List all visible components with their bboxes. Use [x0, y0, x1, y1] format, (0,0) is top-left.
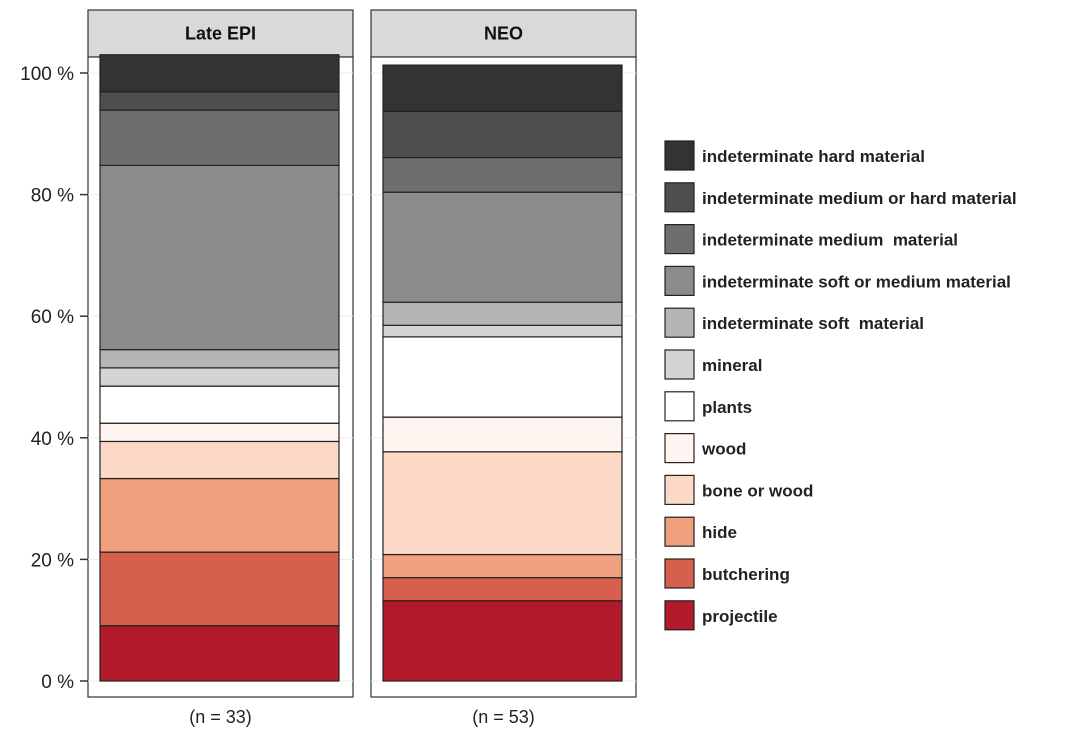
bar-segment-indeterminate-soft-or-medium-material: [99, 164, 340, 351]
legend-swatch: [664, 265, 695, 296]
bar-segment-indeterminate-medium-material: [99, 109, 340, 167]
bar-segment-butchering: [99, 551, 340, 627]
legend-label: indeterminate medium or hard material: [702, 189, 1017, 208]
legend: indeterminate hard material indeterminate…: [664, 140, 1017, 631]
chart-panels: Late EPI (n = 33) NEO (n = 53): [87, 9, 637, 727]
legend-item: butchering: [664, 558, 790, 589]
legend-item: indeterminate hard material: [664, 140, 925, 171]
legend-swatch: [664, 433, 695, 464]
y-tick-label: 40 %: [31, 429, 74, 450]
legend-swatch: [664, 182, 695, 213]
legend-label: mineral: [702, 356, 762, 375]
legend-swatch: [664, 391, 695, 422]
facet-title: Late EPI: [185, 24, 256, 44]
legend-swatch: [664, 140, 695, 171]
legend-swatch: [664, 558, 695, 589]
legend-label: projectile: [702, 607, 778, 626]
bar-segment-butchering: [382, 577, 623, 602]
panel-0: Late EPI (n = 33): [87, 9, 354, 727]
legend-label: indeterminate medium material: [702, 231, 958, 250]
legend-item: projectile: [664, 600, 778, 631]
legend-label: plants: [702, 398, 752, 417]
y-tick-label: 80 %: [31, 186, 74, 207]
legend-item: plants: [664, 391, 752, 422]
legend-swatch: [664, 474, 695, 505]
sample-size-label: (n = 33): [189, 707, 252, 727]
bar-segment-indeterminate-medium-or-hard-material: [382, 110, 623, 159]
legend-swatch: [664, 600, 695, 631]
legend-label: indeterminate soft material: [702, 314, 924, 333]
bar-segment-indeterminate-hard-material: [99, 54, 340, 93]
bar-segment-indeterminate-hard-material: [382, 64, 623, 112]
bar-segment-hide: [99, 477, 340, 553]
y-tick-label: 100 %: [20, 64, 74, 85]
legend-label: bone or wood: [702, 481, 813, 500]
legend-item: mineral: [664, 349, 762, 380]
bar-segment-bone-or-wood: [382, 451, 623, 556]
facet-title: NEO: [484, 24, 523, 44]
legend-swatch: [664, 349, 695, 380]
facet-strip: [370, 9, 637, 58]
legend-item: wood: [664, 433, 746, 464]
legend-item: hide: [664, 516, 737, 547]
y-tick-label: 0 %: [41, 672, 74, 693]
bar-segment-indeterminate-medium-material: [382, 156, 623, 193]
legend-label: wood: [701, 440, 746, 459]
sample-size-label: (n = 53): [472, 707, 535, 727]
bar-segment-plants: [99, 385, 340, 424]
legend-item: indeterminate medium material: [664, 224, 958, 255]
legend-label: butchering: [702, 565, 790, 584]
bar-segment-projectile: [99, 625, 340, 682]
bar-segment-indeterminate-medium-or-hard-material: [99, 91, 340, 111]
legend-swatch: [664, 224, 695, 255]
bar-segment-plants: [382, 336, 623, 418]
bar-segment-bone-or-wood: [99, 440, 340, 480]
y-tick-label: 20 %: [31, 550, 74, 571]
bar-segment-indeterminate-soft-material: [382, 301, 623, 326]
y-tick-label: 60 %: [31, 307, 74, 328]
bar-segment-projectile: [382, 600, 623, 682]
legend-item: indeterminate medium or hard material: [664, 182, 1017, 213]
bar-segment-indeterminate-soft-or-medium-material: [382, 191, 623, 303]
bar-segment-wood: [382, 416, 623, 453]
bar-segment-indeterminate-soft-material: [99, 349, 340, 369]
legend-swatch: [664, 516, 695, 547]
legend-label: indeterminate hard material: [702, 147, 925, 166]
bar-segment-mineral: [99, 367, 340, 387]
bar-segment-mineral: [382, 324, 623, 338]
legend-swatch: [664, 307, 695, 338]
panel-1: NEO (n = 53): [370, 9, 637, 727]
legend-label: indeterminate soft or medium material: [702, 272, 1011, 291]
bar-segment-hide: [382, 553, 623, 579]
legend-item: bone or wood: [664, 474, 813, 505]
legend-label: hide: [702, 523, 737, 542]
legend-item: indeterminate soft or medium material: [664, 265, 1011, 296]
legend-item: indeterminate soft material: [664, 307, 924, 338]
y-axis: 0 % 20 % 40 % 60 % 80 % 100 %: [20, 64, 88, 693]
bar-segment-wood: [99, 422, 340, 443]
